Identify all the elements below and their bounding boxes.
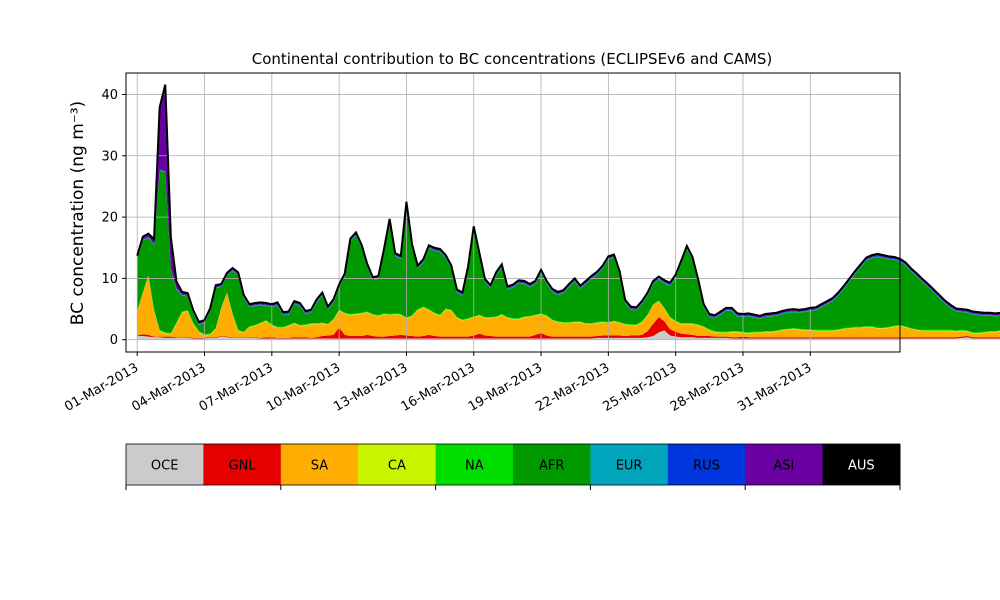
legend-colorbar: OCE GNL SA CA NA AFR EUR RUS ASI AUS [125, 443, 901, 490]
legend-label-na: NA [465, 459, 484, 474]
legend-swatch-ca [358, 444, 437, 485]
area-oce [137, 330, 1000, 340]
chart-title: Continental contribution to BC concentra… [252, 50, 773, 68]
legend-label-rus: RUS [693, 459, 720, 474]
grid-lines [126, 73, 900, 352]
plot-frame [125, 72, 901, 353]
area-afr [137, 170, 1000, 335]
y-tick-label: 10 [101, 272, 118, 287]
area-sa [137, 276, 1000, 338]
legend-swatch-aus [822, 444, 901, 485]
legend-label-gnl: GNL [229, 459, 257, 474]
legend-swatch-afr [513, 444, 591, 485]
area-na [137, 275, 1000, 335]
legend-swatch-oce [126, 444, 204, 485]
area-gnl [137, 317, 1000, 339]
legend-swatch-asi [745, 444, 824, 485]
plot-area [125, 72, 1000, 353]
legend-swatch-na [435, 444, 514, 485]
legend-label-eur: EUR [616, 459, 643, 474]
legend-label-afr: AFR [539, 459, 564, 474]
legend-frame [125, 443, 901, 486]
legend-swatch-rus [667, 444, 746, 485]
legend-swatch-gnl [203, 444, 282, 485]
y-tick-label: 30 [101, 149, 118, 164]
legend-swatch-eur [590, 444, 669, 485]
y-tick-label: 40 [101, 88, 118, 103]
legend-label-aus: AUS [848, 459, 875, 474]
y-tick-label: 20 [101, 211, 118, 226]
area-ca [137, 275, 1000, 336]
legend-label-oce: OCE [151, 459, 179, 474]
legend-swatch-sa [280, 444, 359, 485]
stacked-areas [137, 84, 1000, 340]
y-axis-label: BC concentration (ng m⁻³) [68, 101, 88, 325]
legend-label-sa: SA [311, 459, 328, 474]
y-tick-label: 0 [110, 333, 118, 348]
y-axis: 0 10 20 30 40 [101, 88, 126, 348]
legend-label-ca: CA [388, 459, 406, 474]
total-outline [136, 84, 1000, 324]
legend-label-asi: ASI [773, 459, 794, 474]
